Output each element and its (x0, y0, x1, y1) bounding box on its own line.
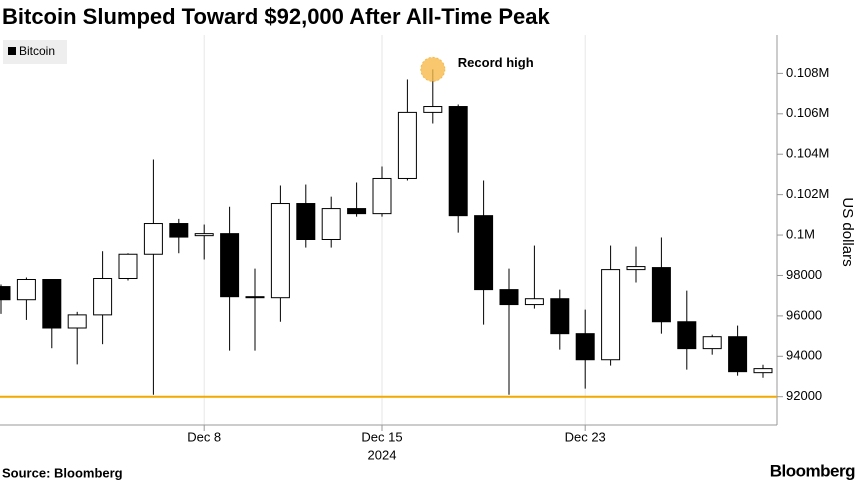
x-sublabel: 2024 (368, 447, 397, 462)
candle-body (0, 286, 11, 301)
y-tick-label: 98000 (786, 267, 822, 282)
candle-body (550, 298, 570, 335)
candle-body (448, 106, 468, 217)
y-tick-label: 0.108M (786, 65, 829, 80)
candle-body (270, 203, 290, 299)
y-tick-label: 92000 (786, 388, 822, 403)
candle-body (220, 233, 240, 298)
candle-body (677, 321, 697, 350)
y-tick-label: 0.102M (786, 186, 829, 201)
candle-body (499, 289, 519, 306)
logo: Bloomberg (770, 461, 855, 480)
candle-body (194, 233, 214, 237)
candle-body (245, 296, 265, 299)
candle-body (728, 336, 748, 373)
y-tick-label: 0.104M (786, 146, 829, 161)
candle-body (372, 177, 392, 215)
annotation-marker (420, 56, 446, 82)
annotation: Record high (458, 55, 534, 70)
candle-body (169, 223, 189, 238)
y-tick-label: 94000 (786, 348, 822, 363)
candle-body (42, 279, 62, 329)
candle-body (296, 203, 316, 240)
candle-body (651, 267, 671, 323)
y-tick-label: 0.106M (786, 105, 829, 120)
candle-body (347, 208, 367, 215)
candle-body (321, 208, 341, 240)
candle-body (626, 266, 646, 271)
x-tick-label: Dec 8 (187, 429, 221, 444)
candle-body (474, 215, 494, 291)
chart-title: Bitcoin Slumped Toward $92,000 After All… (2, 4, 550, 29)
candle-body (397, 111, 417, 179)
y-axis-title: US dollars (839, 197, 856, 266)
candle-body (524, 298, 544, 306)
candle-body (423, 106, 443, 113)
legend-swatch (8, 47, 16, 55)
candle-body (601, 269, 621, 361)
candle-body (118, 253, 138, 279)
candle-body (16, 279, 36, 301)
source: Source: Bloomberg (2, 465, 123, 480)
y-tick-label: 96000 (786, 307, 822, 322)
candle-body (702, 336, 722, 350)
candle-body (67, 314, 87, 329)
legend-label: Bitcoin (19, 44, 55, 58)
candle-body (575, 333, 595, 361)
candle-body (93, 277, 113, 316)
y-tick-label: 0.1M (786, 226, 815, 241)
x-tick-label: Dec 15 (361, 429, 402, 444)
candle-body (143, 223, 163, 255)
x-tick-label: Dec 23 (565, 429, 606, 444)
candle-body (753, 368, 773, 374)
